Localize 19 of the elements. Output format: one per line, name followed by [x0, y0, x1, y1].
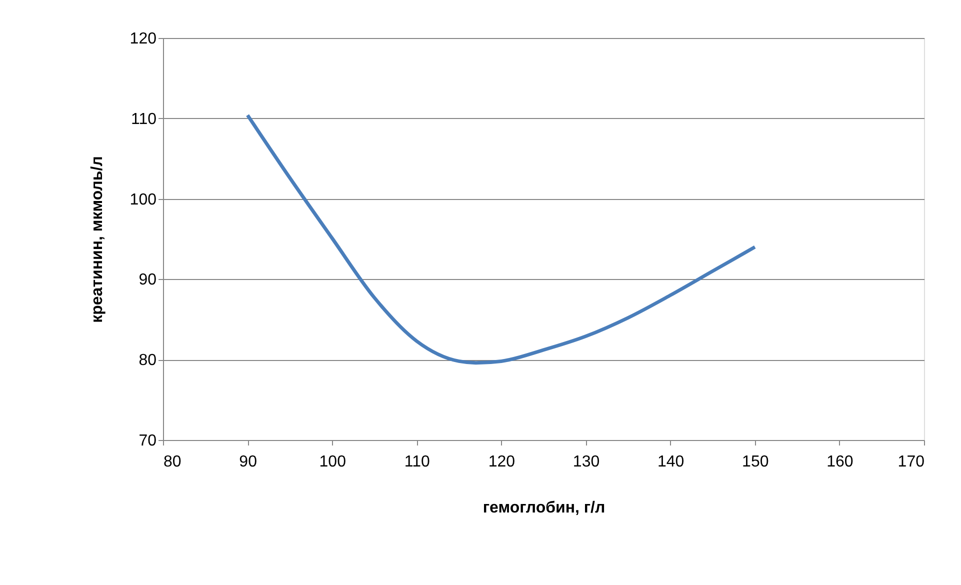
x-tick-label: 150: [742, 454, 769, 470]
y-tick-label: 100: [130, 191, 157, 208]
x-tick-label: 90: [239, 454, 258, 470]
line-series: [246, 113, 757, 365]
x-tick-label: 120: [488, 454, 516, 470]
x-tick-label: 100: [319, 454, 346, 470]
x-tick-label: 130: [572, 454, 600, 470]
y-tick-label: 110: [130, 110, 157, 128]
x-tick-label: 140: [657, 454, 684, 470]
x-tick-label: 80: [164, 454, 182, 470]
y-tick-label: 120: [130, 30, 157, 48]
y-tick-label: 80: [138, 352, 157, 370]
x-tick-label: 110: [404, 454, 430, 470]
x-axis-title: гемоглобин, г/л: [482, 500, 606, 516]
y-tick-label: 70: [138, 432, 157, 450]
y-tick-label: 90: [138, 272, 157, 289]
x-tick-label: 160: [826, 454, 854, 470]
y-axis-title: креатинин, мкмоль/л: [88, 156, 106, 323]
x-tick-label: 170: [898, 454, 925, 470]
